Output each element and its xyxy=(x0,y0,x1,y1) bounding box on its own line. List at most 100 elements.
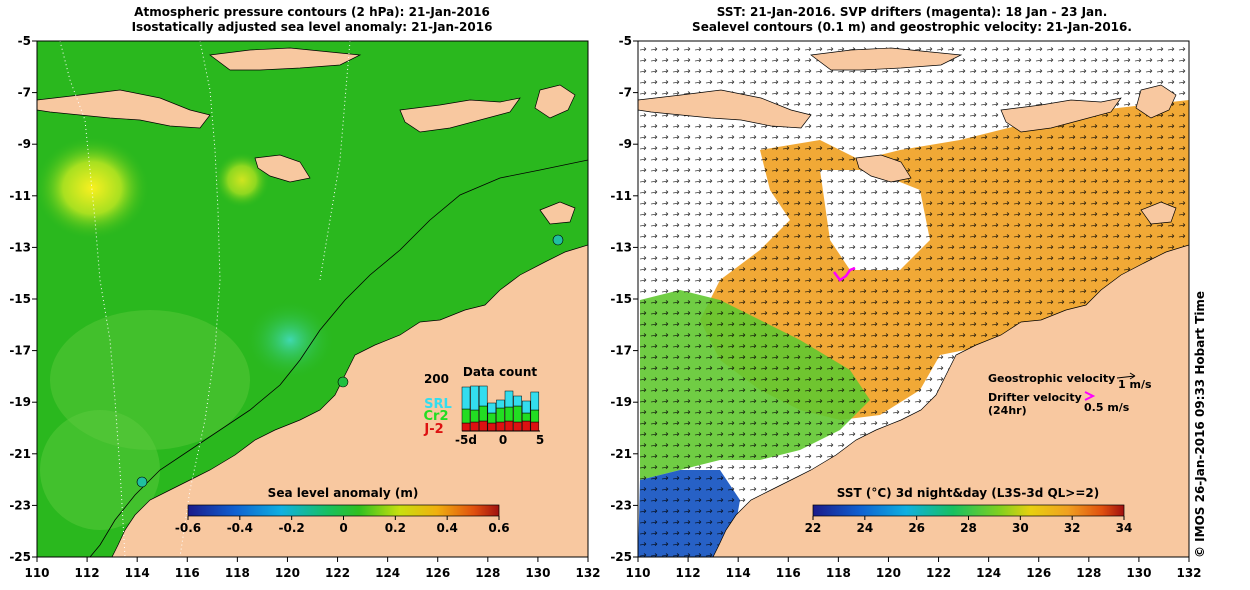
right-axes: 110 112 114 116 118 120 122 124 126 128 130 132 -5 -7… xyxy=(610,34,1201,580)
bar-j2 xyxy=(478,420,488,432)
bar-srl xyxy=(504,390,514,408)
timor-island xyxy=(399,97,521,133)
colorbar-tick-label: 0.4 xyxy=(437,521,458,535)
data-count-inset: Data count 200 -5d 0 5 SRL Cr2 J-2 xyxy=(423,365,544,447)
x-tick-label: 110 xyxy=(625,566,650,580)
y-tick-label: -5 xyxy=(18,34,31,48)
tiwi-islands xyxy=(1140,201,1177,225)
sla-colorbar-ticks: -0.6 -0.4 -0.2 0 0.2 0.4 0.6 xyxy=(175,516,510,535)
sla-colorbar: Sea level anomaly (m) -0.6 -0.4 -0.2 0 0.2 0.… xyxy=(175,486,510,535)
y-tick-label: -19 xyxy=(610,395,632,409)
y-tick-label: -15 xyxy=(610,292,632,306)
sla-map xyxy=(37,41,588,557)
drifter-velocity-sub: (24hr) xyxy=(988,404,1027,417)
y-tick-label: -13 xyxy=(9,240,31,254)
x-tick-label: 126 xyxy=(1026,566,1051,580)
x-tick-label: 112 xyxy=(676,566,701,580)
light-anomaly-zone-3 xyxy=(40,410,160,530)
land-right xyxy=(638,47,1189,557)
x-tick-label: 130 xyxy=(525,566,550,580)
x-tick-label: 116 xyxy=(776,566,801,580)
geostrophic-arrow-icon xyxy=(1116,372,1136,380)
x-tick-label: 120 xyxy=(876,566,901,580)
x-tick-label: 118 xyxy=(225,566,250,580)
legend-cr2: Cr2 xyxy=(424,409,449,424)
australia-land xyxy=(712,244,1189,557)
colorbar-tick-label: 0 xyxy=(339,521,347,535)
velocity-legend: Geostrophic velocity 1 m/s Drifter veloc… xyxy=(988,372,1152,417)
x-tick-label: 124 xyxy=(976,566,1001,580)
colorbar-tick-label: 34 xyxy=(1116,521,1133,535)
x-tick-label: 132 xyxy=(575,566,600,580)
colorbar-tick-label: 30 xyxy=(1012,521,1029,535)
y-tick-label: -7 xyxy=(18,86,31,100)
bar-cr2 xyxy=(470,409,479,423)
colorbar-tick-label: -0.6 xyxy=(175,521,201,535)
y-tick-label: -5 xyxy=(619,34,632,48)
right-title-line1: SST: 21-Jan-2016. SVP drifters (magenta)… xyxy=(717,5,1108,19)
imos-credit: © IMOS 26-Jan-2016 09:33 Hobart Time xyxy=(1193,291,1207,558)
left-title-line2: Isostatically adjusted sea level anomaly… xyxy=(132,20,493,34)
sla-colorbar-gradient xyxy=(187,504,500,517)
bar-cr2 xyxy=(521,412,531,422)
x-tick-label: 122 xyxy=(325,566,350,580)
bar-j2 xyxy=(487,422,497,432)
bar-cr2 xyxy=(504,406,514,422)
y-tick-label: -25 xyxy=(610,550,632,564)
bar-j2 xyxy=(513,421,522,432)
bar-cr2 xyxy=(461,408,471,424)
shelf-contour xyxy=(89,159,588,557)
geostrophic-velocity-label: Geostrophic velocity xyxy=(988,372,1115,385)
light-anomaly-zone xyxy=(245,300,335,380)
y-tick-label: -17 xyxy=(9,344,31,358)
bar-srl xyxy=(530,391,540,411)
sla-colorbar-title: Sea level anomaly (m) xyxy=(268,486,419,500)
light-anomaly-zone-2 xyxy=(50,310,250,450)
geostrophic-velocity-value: 1 m/s xyxy=(1118,378,1152,391)
tide-gauge-marker xyxy=(552,234,564,246)
y-tick-label: -23 xyxy=(610,498,632,512)
data-count-xtick: 0 xyxy=(499,433,507,447)
legend-j2: J-2 xyxy=(423,422,443,437)
data-count-xtick: -5d xyxy=(455,433,477,447)
tide-gauge-marker xyxy=(337,376,349,388)
pressure-contour-3 xyxy=(319,41,351,281)
left-title-line1: Atmospheric pressure contours (2 hPa): 2… xyxy=(134,5,490,19)
colorbar-tick-label: 28 xyxy=(960,521,977,535)
tide-gauge-marker xyxy=(136,476,148,488)
timor-island xyxy=(1000,97,1122,133)
data-count-bars xyxy=(461,385,540,432)
left-panel: Atmospheric pressure contours (2 hPa): 2… xyxy=(36,5,589,558)
bar-srl xyxy=(461,386,471,410)
x-tick-label: 128 xyxy=(475,566,500,580)
eastern-islands xyxy=(534,84,576,119)
bar-srl xyxy=(487,402,497,414)
x-tick-label: 132 xyxy=(1176,566,1201,580)
sumba-island xyxy=(254,154,311,183)
right-panel: SST: 21-Jan-2016. SVP drifters (magenta)… xyxy=(637,5,1190,558)
bar-j2 xyxy=(521,420,531,432)
pressure-contour-2 xyxy=(179,41,221,557)
bar-srl xyxy=(496,399,505,409)
bar-j2 xyxy=(470,421,479,432)
bar-cr2 xyxy=(478,405,488,422)
x-tick-label: 110 xyxy=(24,566,49,580)
x-tick-label: 130 xyxy=(1126,566,1151,580)
bar-srl xyxy=(470,385,479,411)
x-tick-label: 118 xyxy=(826,566,851,580)
y-tick-label: -7 xyxy=(619,86,632,100)
positive-anomaly-blob-2 xyxy=(214,152,270,208)
drifter-velocity-label: Drifter velocity xyxy=(988,391,1082,404)
flores-island xyxy=(810,47,963,71)
bar-j2 xyxy=(496,421,505,432)
bar-j2 xyxy=(530,421,540,432)
positive-anomaly-blob xyxy=(37,136,150,240)
bar-cr2 xyxy=(487,412,497,424)
flores-island xyxy=(209,47,362,71)
colorbar-tick-label: -0.4 xyxy=(227,521,253,535)
bar-j2 xyxy=(504,420,514,432)
bar-srl xyxy=(513,395,522,407)
x-tick-label: 120 xyxy=(275,566,300,580)
bar-cr2 xyxy=(513,405,522,423)
y-tick-label: -19 xyxy=(9,395,31,409)
